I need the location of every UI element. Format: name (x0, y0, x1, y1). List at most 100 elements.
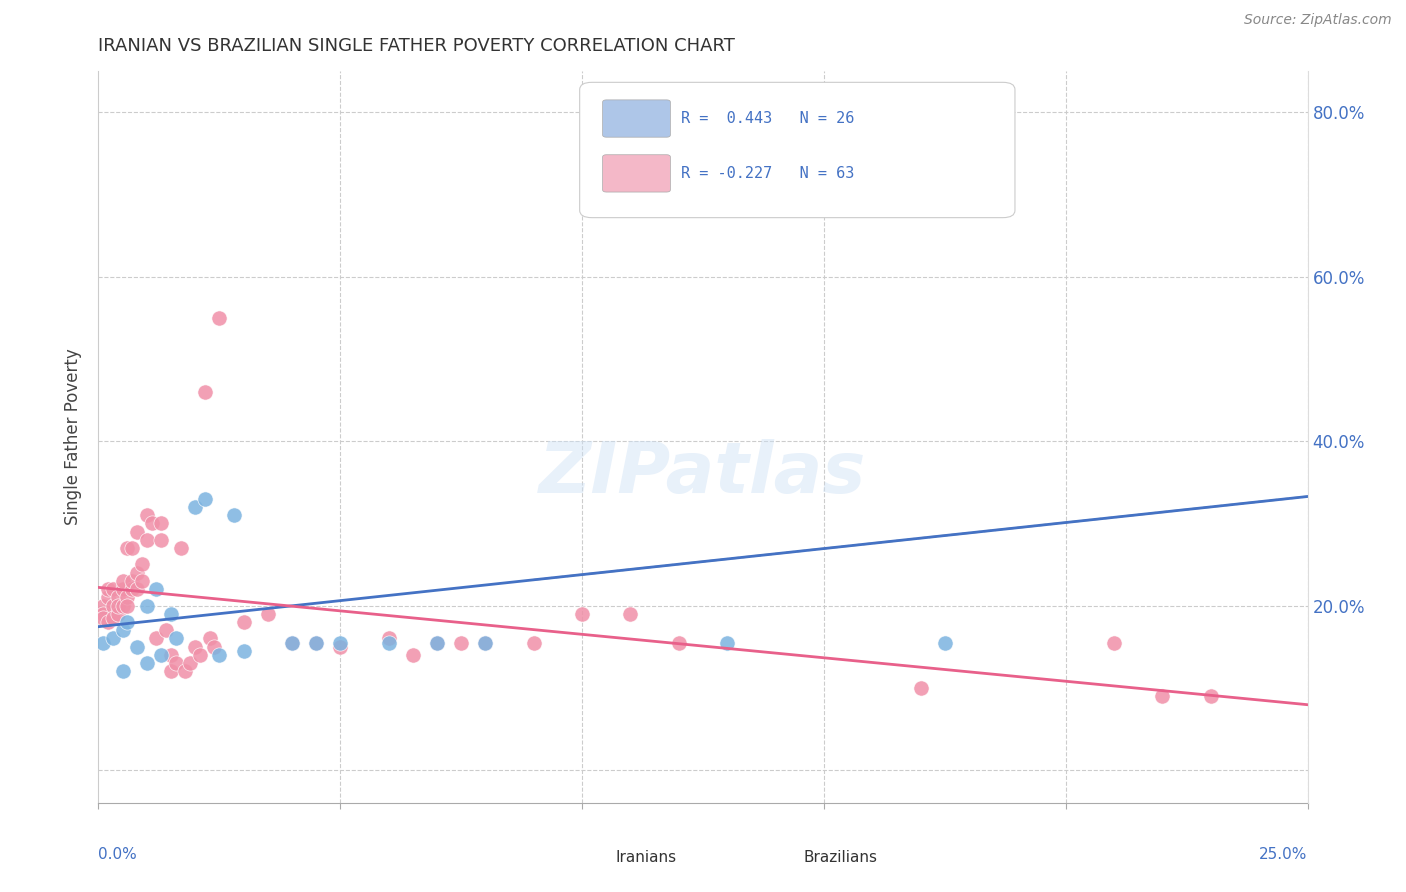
Y-axis label: Single Father Poverty: Single Father Poverty (65, 349, 83, 525)
Point (329, 635, 352, 649)
Text: R = -0.227   N = 63: R = -0.227 N = 63 (682, 166, 855, 181)
Point (91, 611, 114, 625)
Point (208, 310, 231, 325)
FancyBboxPatch shape (555, 844, 606, 872)
Point (107, 607, 129, 621)
Point (150, 648, 173, 662)
Point (204, 640, 226, 654)
Point (145, 582, 167, 596)
Point (135, 533, 157, 547)
Point (377, 632, 399, 646)
FancyBboxPatch shape (742, 844, 794, 872)
Point (160, 607, 183, 621)
Point (111, 624, 134, 638)
Point (571, 607, 593, 621)
Point (426, 635, 449, 649)
Point (135, 508, 157, 523)
Point (121, 541, 143, 555)
Point (281, 635, 304, 649)
Point (174, 665, 197, 679)
Point (426, 635, 449, 649)
Point (117, 615, 139, 629)
Point (135, 656, 157, 670)
Point (121, 582, 143, 596)
Point (101, 582, 124, 596)
Point (131, 558, 153, 572)
Point (97, 582, 120, 596)
Point (121, 574, 143, 588)
Point (91, 635, 114, 649)
Point (97, 615, 120, 629)
Point (165, 632, 187, 646)
Point (1102, 635, 1125, 649)
Point (141, 516, 163, 531)
Point (281, 635, 304, 649)
Point (450, 635, 472, 649)
FancyBboxPatch shape (603, 154, 671, 192)
Point (97, 591, 120, 605)
Point (135, 599, 157, 613)
Point (150, 516, 173, 531)
Point (305, 635, 328, 649)
Point (101, 611, 124, 625)
Point (910, 681, 932, 695)
Point (198, 632, 221, 646)
Point (127, 524, 149, 539)
Point (111, 665, 134, 679)
Point (716, 635, 738, 649)
Point (111, 599, 134, 613)
Text: 25.0%: 25.0% (1260, 847, 1308, 862)
Point (101, 599, 124, 613)
Point (1199, 689, 1222, 703)
Point (184, 500, 207, 514)
Point (1152, 689, 1174, 703)
Point (208, 648, 231, 662)
Point (107, 599, 129, 613)
Point (474, 635, 496, 649)
Point (145, 632, 167, 646)
Point (194, 384, 217, 399)
Text: R =  0.443   N = 26: R = 0.443 N = 26 (682, 112, 855, 127)
Point (179, 656, 201, 670)
Point (194, 491, 217, 506)
Point (188, 648, 211, 662)
Text: Source: ZipAtlas.com: Source: ZipAtlas.com (1244, 13, 1392, 28)
Text: 0.0%: 0.0% (98, 847, 138, 862)
Point (619, 607, 641, 621)
Text: Brazilians: Brazilians (803, 850, 877, 865)
Point (127, 582, 149, 596)
Point (305, 635, 328, 649)
Point (127, 640, 149, 654)
FancyBboxPatch shape (603, 100, 671, 137)
Point (668, 635, 690, 649)
Point (165, 656, 187, 670)
Text: ZIPatlas: ZIPatlas (540, 439, 866, 508)
Point (474, 635, 496, 649)
Point (111, 582, 134, 596)
Point (402, 648, 425, 662)
Point (184, 640, 207, 654)
Point (117, 591, 139, 605)
Point (91, 607, 114, 621)
Point (169, 541, 191, 555)
Point (117, 541, 139, 555)
Point (232, 644, 254, 658)
Point (329, 640, 352, 654)
Point (934, 635, 956, 649)
Point (131, 574, 153, 588)
Point (160, 665, 183, 679)
Point (377, 635, 399, 649)
Point (628, 187, 651, 202)
Point (150, 533, 173, 547)
Point (91, 599, 114, 613)
Point (155, 624, 177, 638)
Point (523, 635, 546, 649)
Text: IRANIAN VS BRAZILIAN SINGLE FATHER POVERTY CORRELATION CHART: IRANIAN VS BRAZILIAN SINGLE FATHER POVER… (98, 37, 735, 54)
Point (256, 607, 278, 621)
Point (232, 615, 254, 629)
FancyBboxPatch shape (579, 82, 1015, 218)
Point (127, 566, 149, 580)
Text: Iranians: Iranians (616, 850, 678, 865)
Point (160, 648, 183, 662)
Point (107, 591, 129, 605)
